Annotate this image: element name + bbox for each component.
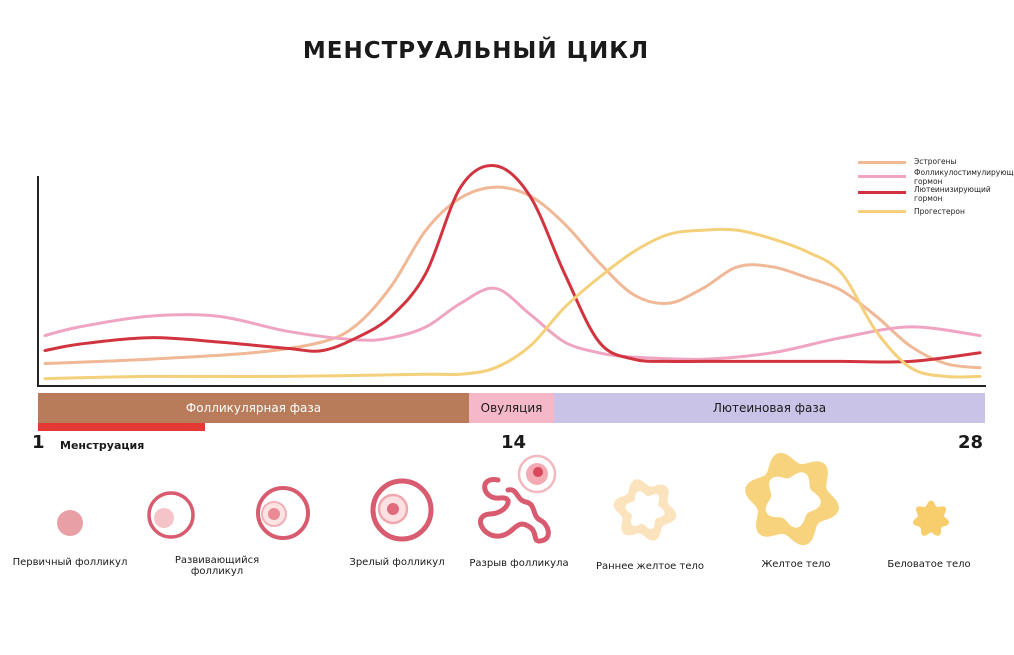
stage-label-mature: Зрелый фолликул [349, 557, 445, 568]
day-label-end: 28 [958, 432, 984, 453]
menstruation-label: Менструация [60, 439, 145, 452]
series-lh-line [43, 163, 982, 364]
phase-luteal: Лютеиновая фаза [554, 393, 985, 423]
page-title: МЕНСТРУАЛЬНЫЙ ЦИКЛ [302, 38, 650, 64]
released-oocyte-icon [533, 467, 543, 477]
ruptured-follicle-icon [478, 477, 551, 544]
legend-label-estrogen: Эстрогены [914, 157, 957, 166]
maturing-follicle-oocyte-icon [268, 508, 280, 520]
series-progesterone-line [43, 227, 982, 381]
legend-label-progesterone: Прогестерон [914, 207, 965, 216]
series-fsh-line [43, 286, 982, 361]
phase-follicular: Фолликулярная фаза [38, 393, 469, 423]
hormone-lines [43, 163, 982, 381]
legend-item-estrogen: Эстрогены [858, 155, 1008, 177]
legend-label-lh: Лютеинизирующий гормон [914, 185, 991, 203]
follicle-stages [57, 452, 950, 546]
series-estrogen-line [43, 185, 982, 370]
chart-axes [37, 176, 986, 387]
legend-swatch-fsh [858, 175, 906, 178]
legend-swatch-lh [858, 191, 906, 194]
corpus-luteum-center-icon [765, 472, 821, 528]
primary-follicle-icon [57, 510, 83, 536]
legend-item-lh: Лютеинизирующий гормон [858, 185, 1008, 207]
stage-label-developing: Развивающийся фолликул [174, 555, 260, 577]
phase-ovulation: Овуляция [469, 393, 554, 423]
legend-label-fsh: Фолликулостимулирующий гормон [914, 168, 1014, 186]
developing-follicle-oocyte-icon [154, 508, 174, 528]
corpus-albicans-icon [912, 500, 950, 536]
legend-item-fsh: Фолликулостимулирующий гормон [858, 167, 1014, 189]
mature-follicle-oocyte-icon [387, 503, 399, 515]
day-label-start: 1 [32, 432, 45, 453]
legend-swatch-progesterone [858, 210, 906, 213]
menstruation-bar [38, 423, 205, 431]
stage-label-rupture: Разрыв фолликула [469, 558, 569, 569]
day-label-mid: 14 [501, 432, 527, 453]
stage-label-corpus-albicans: Беловатое тело [887, 559, 971, 570]
stage-label-early-corpus: Раннее желтое тело [595, 561, 705, 572]
stage-label-primary: Первичный фолликул [12, 557, 128, 568]
early-corpus-luteum-center-icon [625, 491, 665, 529]
legend-swatch-estrogen [858, 161, 906, 164]
legend-item-progesterone: Прогестерон [858, 207, 1008, 229]
stage-label-corpus-luteum: Желтое тело [761, 559, 831, 570]
